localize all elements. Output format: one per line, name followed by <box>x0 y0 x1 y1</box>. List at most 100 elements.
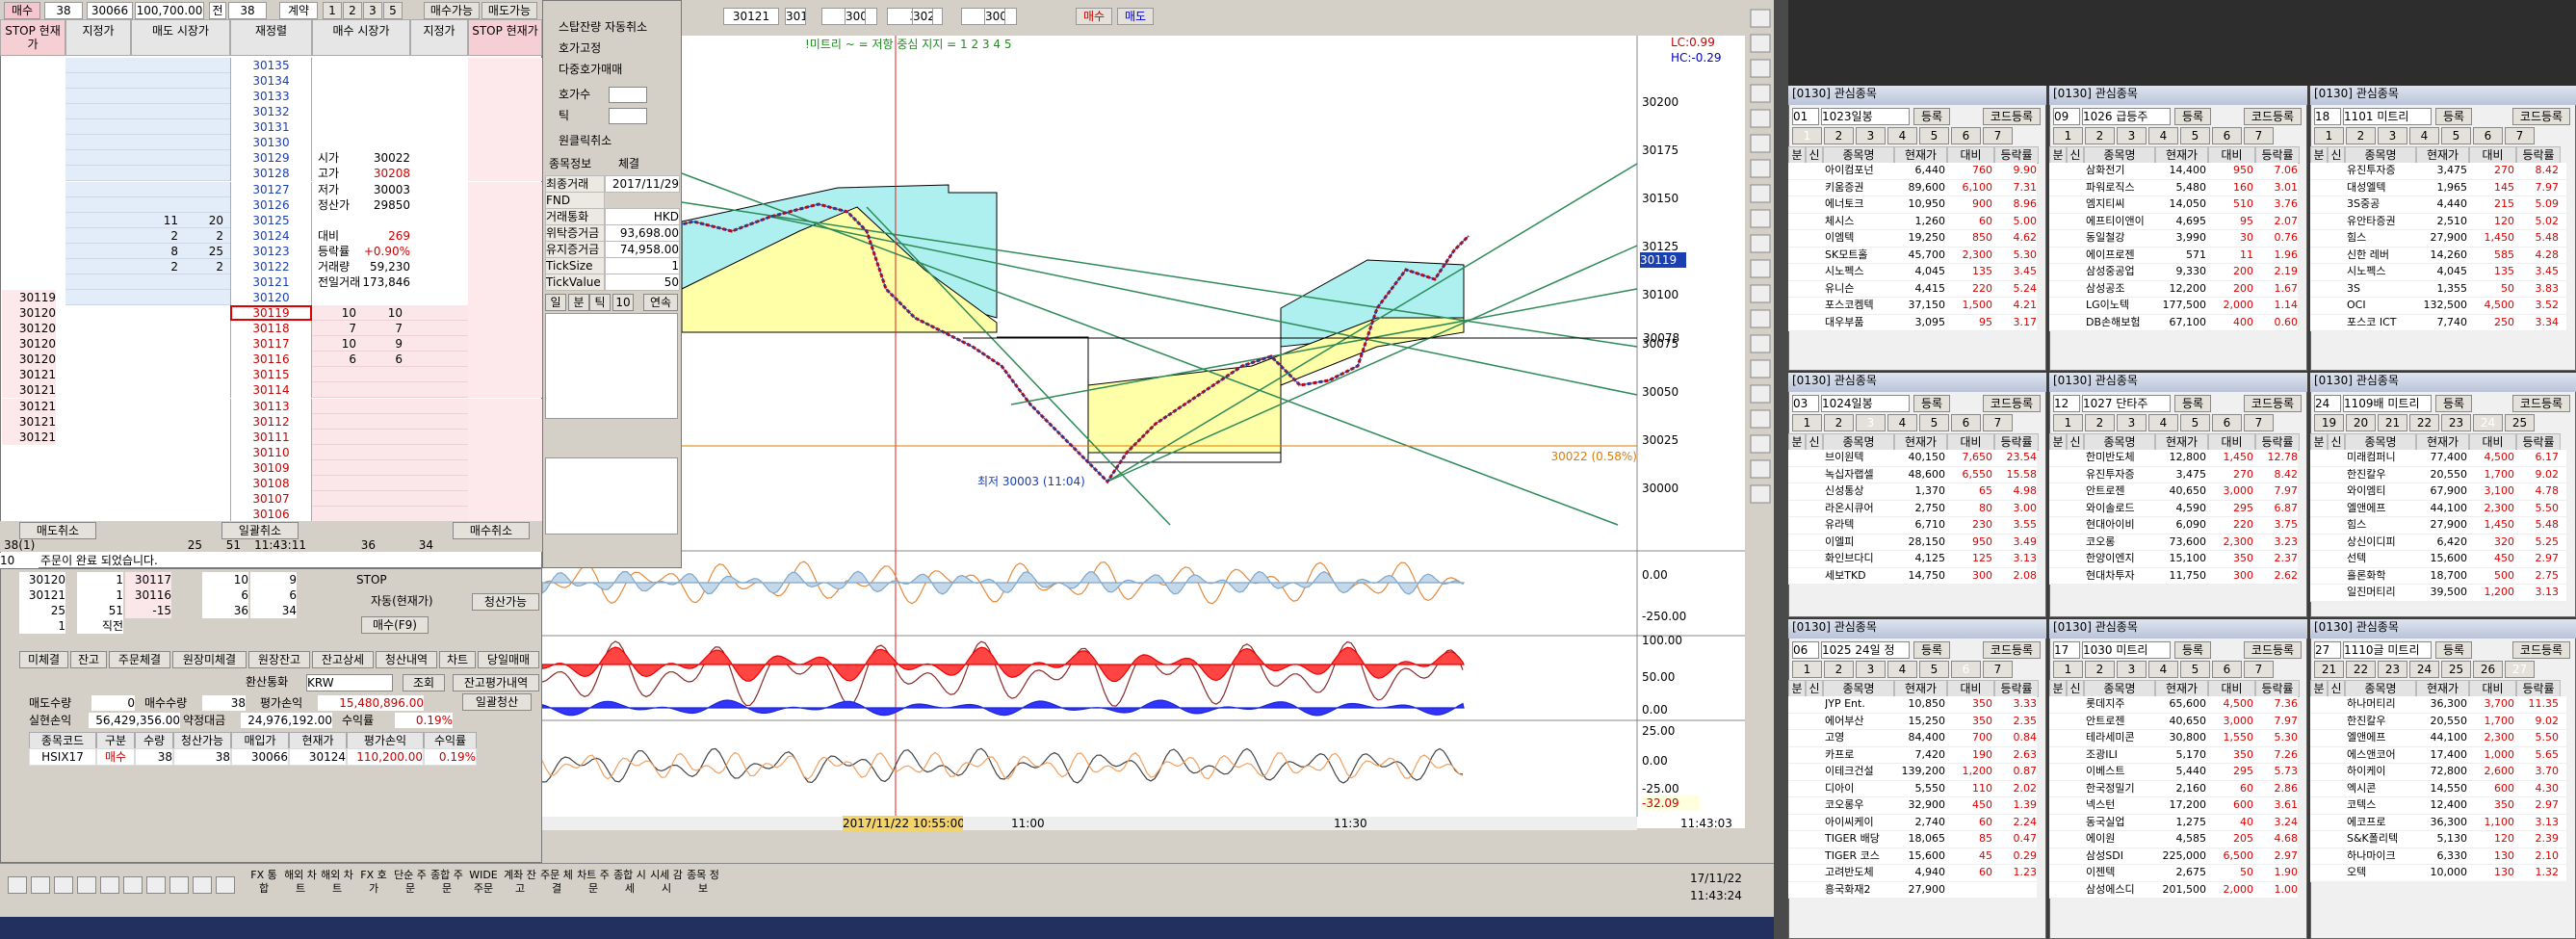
order-toolbar-item[interactable]: 2 <box>343 2 362 19</box>
group-tab[interactable]: 19 <box>2314 414 2344 431</box>
menu-button[interactable]: 종합 주문 <box>430 869 463 895</box>
button[interactable]: 청산가능 <box>472 593 539 611</box>
group-tab[interactable]: 4 <box>2148 661 2178 678</box>
group-select[interactable]: 1101 미트리 <box>2343 108 2432 125</box>
period-button[interactable]: 일 <box>545 294 566 311</box>
group-select[interactable]: 1110글 미트리 <box>2343 641 2432 659</box>
group-tab[interactable]: 23 <box>2441 414 2471 431</box>
group-tab[interactable]: 22 <box>2346 661 2376 678</box>
menu-button[interactable]: 종합 시세 <box>613 869 646 895</box>
select-box[interactable] <box>609 87 647 103</box>
tab[interactable]: 청산내역 <box>376 651 437 668</box>
menu-button[interactable]: 주문 체결 <box>540 869 573 895</box>
button[interactable]: 코드등록 <box>2512 395 2570 412</box>
group-tab[interactable]: 1 <box>1792 414 1822 431</box>
radio[interactable]: 체결 <box>618 157 640 170</box>
group-tab[interactable]: 6 <box>2212 127 2242 144</box>
group-select[interactable]: 1025 24일 정 <box>1821 641 1910 659</box>
group-tab[interactable]: 7 <box>1983 414 2013 431</box>
button[interactable]: 등록 <box>2174 641 2211 659</box>
chart-button[interactable]: 매도 <box>1117 8 1154 25</box>
tab[interactable]: 잔고 <box>70 651 107 668</box>
group-tab[interactable]: 26 <box>2473 661 2503 678</box>
button[interactable]: 코드등록 <box>2244 395 2302 412</box>
group-tab[interactable]: 3 <box>2117 414 2147 431</box>
group-tab[interactable]: 6 <box>2212 661 2242 678</box>
group-tab[interactable]: 2 <box>1824 414 1854 431</box>
period-button[interactable]: 연속 <box>643 294 678 311</box>
group-tab[interactable]: 6 <box>2212 414 2242 431</box>
group-tab[interactable]: 7 <box>2244 127 2274 144</box>
group-tab[interactable]: 6 <box>1951 127 1981 144</box>
group-tab[interactable]: 25 <box>2505 414 2535 431</box>
group-tab[interactable]: 3 <box>2117 127 2147 144</box>
order-toolbar-item[interactable]: 1 <box>323 2 342 19</box>
group-tab[interactable]: 4 <box>1887 414 1917 431</box>
group-tab[interactable]: 4 <box>2148 127 2178 144</box>
order-toolbar-item[interactable]: 3 <box>363 2 382 19</box>
group-tab[interactable]: 1 <box>2053 127 2083 144</box>
group-tab[interactable]: 5 <box>2180 127 2210 144</box>
checkbox[interactable]: 스탑잔량 자동취소 <box>559 20 648 34</box>
button[interactable]: 코드등록 <box>1983 108 2041 125</box>
group-tab[interactable]: 3 <box>2378 127 2407 144</box>
group-tab[interactable]: 4 <box>1887 127 1917 144</box>
group-tab[interactable]: 2 <box>1824 661 1854 678</box>
menu-button[interactable]: 해외 차트 <box>321 869 353 895</box>
group-select[interactable]: 1109배 미트리 <box>2343 395 2432 412</box>
order-toolbar-item[interactable]: 매도가능 <box>481 2 537 19</box>
menu-button[interactable]: FX 호가 <box>360 869 387 895</box>
group-tab[interactable]: 5 <box>1919 127 1949 144</box>
select-box[interactable] <box>609 108 647 124</box>
button[interactable]: 등록 <box>1913 641 1950 659</box>
button[interactable]: 잔고평가내역 <box>453 674 539 691</box>
order-toolbar-item[interactable]: 매수가능 <box>424 2 480 19</box>
group-tab[interactable]: 1 <box>2314 127 2344 144</box>
group-tab[interactable]: 7 <box>1983 127 2013 144</box>
group-tab[interactable]: 1 <box>2053 661 2083 678</box>
group-tab[interactable]: 3 <box>1856 414 1886 431</box>
group-tab[interactable]: 5 <box>2441 127 2471 144</box>
group-select[interactable]: 1027 단타주 <box>2082 395 2171 412</box>
checkbox[interactable]: 자동(현재가) <box>371 594 433 608</box>
button[interactable]: 등록 <box>2435 395 2472 412</box>
group-tab[interactable]: 20 <box>2346 414 2376 431</box>
cancel-button[interactable]: 매도취소 <box>19 522 96 539</box>
group-tab[interactable]: 7 <box>2244 661 2274 678</box>
period-button[interactable]: 10 <box>612 294 634 311</box>
cancel-button[interactable]: 일괄취소 <box>221 522 299 539</box>
tab[interactable]: 주문체결 <box>109 651 170 668</box>
chart-button[interactable]: 매수 <box>1076 8 1112 25</box>
order-toolbar-item[interactable]: 매수 <box>4 2 40 19</box>
group-tab[interactable]: 5 <box>1919 414 1949 431</box>
group-tab[interactable]: 1 <box>1792 661 1822 678</box>
tab[interactable]: 잔고상세 <box>312 651 374 668</box>
group-tab[interactable]: 4 <box>2148 414 2178 431</box>
menu-button[interactable]: 종목 정보 <box>687 869 719 895</box>
group-tab[interactable]: 21 <box>2378 414 2407 431</box>
tab[interactable]: 당일매매 <box>478 651 539 668</box>
button[interactable]: 매수(F9) <box>361 616 429 634</box>
menu-button[interactable]: 시세 감시 <box>650 869 683 895</box>
group-tab[interactable]: 5 <box>1919 661 1949 678</box>
button[interactable]: 등록 <box>2435 641 2472 659</box>
group-tab[interactable]: 4 <box>1887 661 1917 678</box>
menu-button[interactable]: FX 통합 <box>250 869 277 895</box>
checkbox[interactable]: 다중호가매매 <box>559 63 623 76</box>
tab[interactable]: 원장잔고 <box>248 651 310 668</box>
button[interactable]: 등록 <box>2174 395 2211 412</box>
button[interactable]: 코드등록 <box>1983 395 2041 412</box>
group-tab[interactable]: 2 <box>1824 127 1854 144</box>
period-button[interactable]: 틱 <box>589 294 611 311</box>
group-tab[interactable]: 24 <box>2409 661 2439 678</box>
button[interactable]: 코드등록 <box>1983 641 2041 659</box>
order-toolbar-item[interactable]: 5 <box>383 2 403 19</box>
group-tab[interactable]: 23 <box>2378 661 2407 678</box>
group-tab[interactable]: 7 <box>2505 127 2535 144</box>
button[interactable]: 조회 <box>403 674 445 691</box>
group-tab[interactable]: 2 <box>2085 127 2115 144</box>
group-tab[interactable]: 27 <box>2505 661 2535 678</box>
menu-button[interactable]: WIDE 주문 <box>469 869 498 895</box>
group-select[interactable]: 1030 미트리 <box>2082 641 2171 659</box>
menu-button[interactable]: 계좌 잔고 <box>504 869 536 895</box>
